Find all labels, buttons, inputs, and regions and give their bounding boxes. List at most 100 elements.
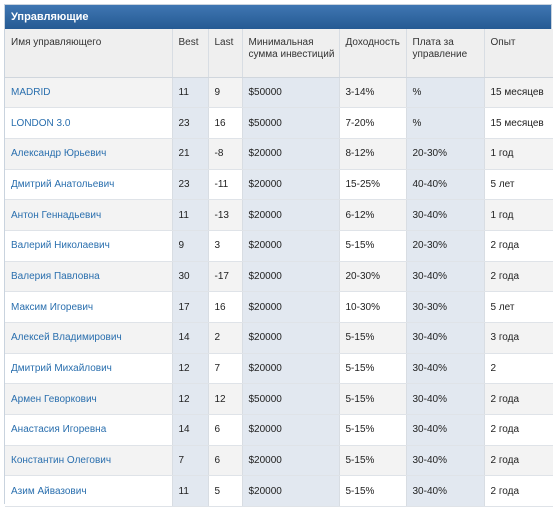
column-header-min-investment[interactable]: Минимальная сумма инвестиций [242,29,340,78]
last-cell: 16 [208,291,243,323]
manager-name-link[interactable]: Дмитрий Михайлович [5,353,173,385]
min-investment-cell: $20000 [242,261,340,293]
best-cell: 11 [172,475,209,508]
yield-cell: 7-20% [339,107,407,139]
experience-cell: 1 год [484,199,553,231]
experience-cell: 2 года [484,414,553,446]
best-cell: 23 [172,107,209,139]
yield-cell: 5-15% [339,475,407,508]
experience-cell: 5 лет [484,169,553,201]
min-investment-cell: $20000 [242,230,340,262]
last-cell: -17 [208,261,243,293]
table-row: Антон Геннадьевич 11 -13 $20000 6-12% 30-40% 1… [5,199,553,231]
fee-cell: 30-30% [406,291,485,323]
min-investment-cell: $20000 [242,475,340,508]
last-cell: 9 [208,77,243,109]
manager-name-link[interactable]: Алексей Владимирович [5,322,173,354]
yield-cell: 5-15% [339,445,407,477]
min-investment-cell: $20000 [242,322,340,354]
table-row: Азим Айвазович 11 5 $20000 5-15% 30-40% 2 года [5,475,553,508]
yield-cell: 20-30% [339,261,407,293]
yield-cell: 5-15% [339,230,407,262]
table-row: Алексей Владимирович 14 2 $20000 5-15% 30-40%… [5,322,553,354]
column-header-best[interactable]: Best [172,29,209,78]
yield-cell: 8-12% [339,138,407,170]
experience-cell: 5 лет [484,291,553,323]
experience-cell: 15 месяцев [484,107,553,139]
experience-cell: 2 года [484,445,553,477]
fee-cell: 30-40% [406,261,485,293]
experience-cell: 1 год [484,138,553,170]
fee-cell: 30-40% [406,445,485,477]
manager-name-link[interactable]: Александр Юрьевич [5,138,173,170]
min-investment-cell: $20000 [242,445,340,477]
experience-cell: 2 года [484,261,553,293]
last-cell: 6 [208,445,243,477]
column-header-experience[interactable]: Опыт [484,29,553,78]
manager-name-link[interactable]: Анастасия Игоревна [5,414,173,446]
manager-name-link[interactable]: Максим Игоревич [5,291,173,323]
table-row: Дмитрий Анатольевич 23 -11 $20000 15-25% 40-4… [5,169,553,201]
last-cell: -11 [208,169,243,201]
table-row: Анастасия Игоревна 14 6 $20000 5-15% 30-40% 2 … [5,414,553,446]
best-cell: 30 [172,261,209,293]
manager-name-link[interactable]: MADRID [5,77,173,109]
manager-name-link[interactable]: Антон Геннадьевич [5,199,173,231]
best-cell: 12 [172,353,209,385]
last-cell: 16 [208,107,243,139]
min-investment-cell: $20000 [242,291,340,323]
table-row: Константин Олегович 7 6 $20000 5-15% 30-40% 2 … [5,445,553,477]
yield-cell: 5-15% [339,353,407,385]
experience-cell: 2 года [484,230,553,262]
manager-name-link[interactable]: Валерий Николаевич [5,230,173,262]
experience-cell: 2 [484,353,553,385]
experience-cell: 2 года [484,475,553,508]
manager-name-link[interactable]: Дмитрий Анатольевич [5,169,173,201]
manager-name-link[interactable]: Азим Айвазович [5,475,173,508]
yield-cell: 5-15% [339,414,407,446]
yield-cell: 10-30% [339,291,407,323]
manager-name-link[interactable]: Армен Геворкович [5,383,173,416]
fee-cell: % [406,77,485,109]
last-cell: -8 [208,138,243,170]
fee-cell: 30-40% [406,199,485,231]
yield-cell: 3-14% [339,77,407,109]
column-header-last[interactable]: Last [208,29,243,78]
best-cell: 12 [172,383,209,416]
yield-cell: 15-25% [339,169,407,201]
managers-panel: Управляющие Имя управляющего Best Last М… [4,4,553,508]
best-cell: 21 [172,138,209,170]
fee-cell: 20-30% [406,138,485,170]
column-header-management-fee[interactable]: Плата за управление [406,29,485,78]
last-cell: -13 [208,199,243,231]
fee-cell: 20-30% [406,230,485,262]
best-cell: 11 [172,77,209,109]
best-cell: 14 [172,322,209,354]
min-investment-cell: $20000 [242,199,340,231]
table-row: Дмитрий Михайлович 12 7 $20000 5-15% 30-40% 2 [5,353,553,385]
managers-table: Имя управляющего Best Last Минимальная с… [5,29,553,508]
fee-cell: 30-40% [406,322,485,354]
table-row: MADRID 11 9 $50000 3-14%% 15 месяцев [5,77,553,109]
fee-cell: 30-40% [406,383,485,416]
column-header-name[interactable]: Имя управляющего [5,29,173,78]
experience-cell: 2 года [484,383,553,416]
column-header-yield[interactable]: Доходность [339,29,407,78]
last-cell: 7 [208,353,243,385]
min-investment-cell: $20000 [242,414,340,446]
manager-name-link[interactable]: Константин Олегович [5,445,173,477]
manager-name-link[interactable]: LONDON 3.0 [5,107,173,139]
table-row: Максим Игоревич 17 16 $20000 10-30% 30-30% 5 л… [5,291,553,323]
table-row: Валерий Николаевич 9 3 $20000 5-15% 20-30% 2 г… [5,230,553,262]
last-cell: 2 [208,322,243,354]
yield-cell: 5-15% [339,383,407,416]
experience-cell: 3 года [484,322,553,354]
fee-cell: 30-40% [406,475,485,508]
best-cell: 23 [172,169,209,201]
experience-cell: 15 месяцев [484,77,553,109]
min-investment-cell: $50000 [242,77,340,109]
manager-name-link[interactable]: Валерия Павловна [5,261,173,293]
min-investment-cell: $20000 [242,169,340,201]
best-cell: 7 [172,445,209,477]
yield-cell: 5-15% [339,322,407,354]
